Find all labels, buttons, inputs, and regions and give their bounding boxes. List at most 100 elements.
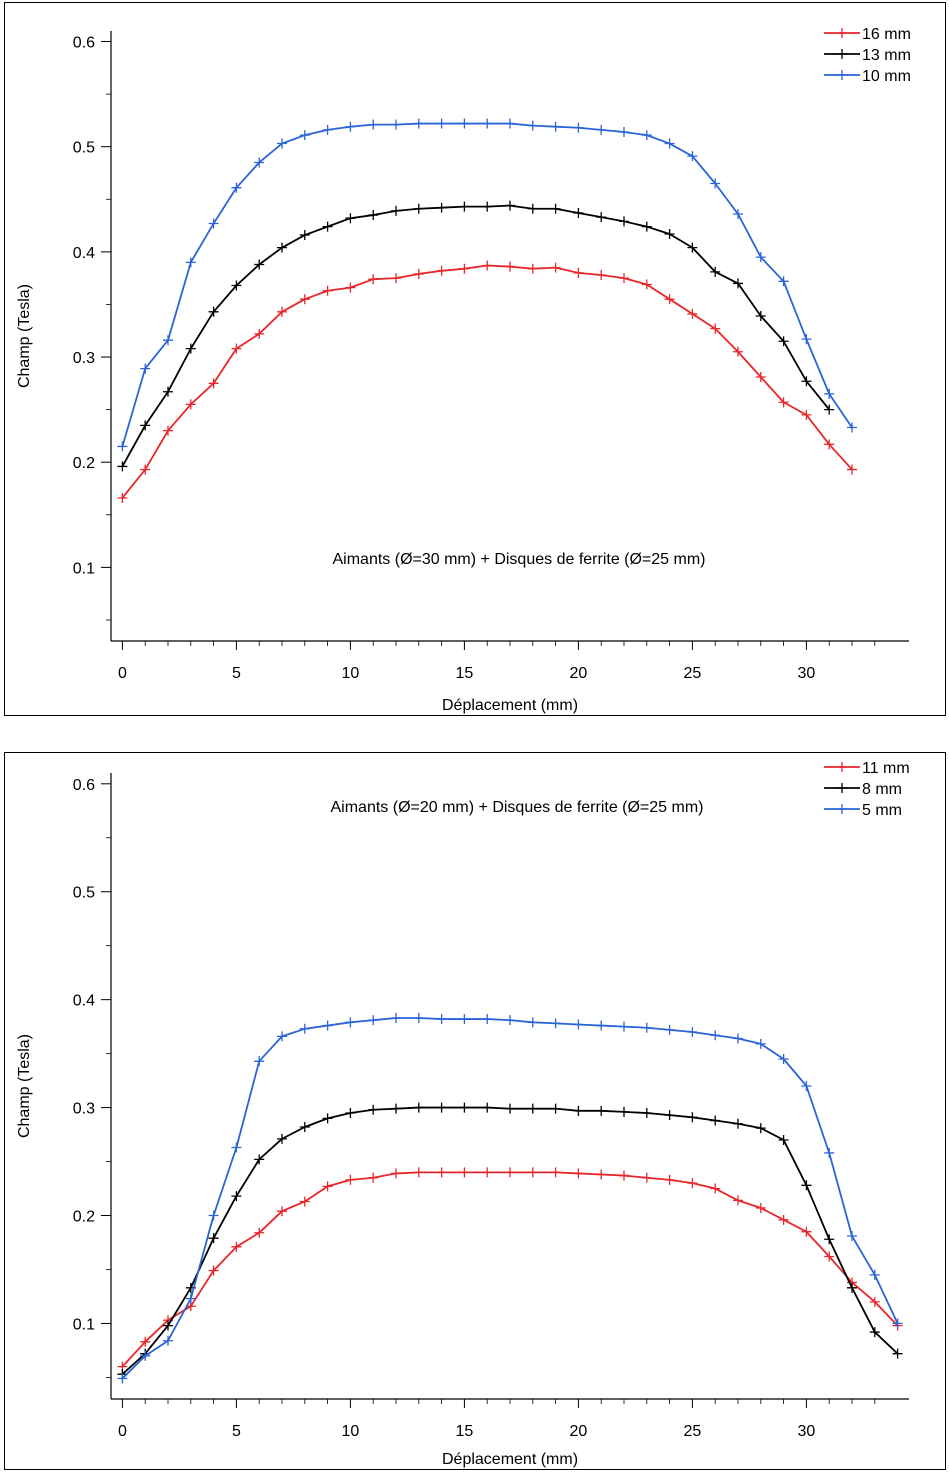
data-point: [208, 1265, 219, 1276]
x-tick-label: 25: [684, 665, 702, 682]
data-point: [254, 1227, 265, 1238]
data-point: [687, 151, 698, 162]
y-tick-label: 0.5: [73, 885, 95, 902]
data-point: [391, 1103, 401, 1114]
y-axis-label: Champ (Tesla): [16, 284, 33, 388]
data-point: [550, 1167, 561, 1178]
data-point: [459, 1102, 470, 1113]
chart-annotation: Aimants (Ø=30 mm) + Disques de ferrite (…: [333, 551, 706, 568]
data-point: [733, 1195, 743, 1206]
data-point: [322, 1181, 333, 1192]
data-point: [231, 1142, 242, 1153]
data-point: [527, 263, 538, 274]
data-point: [436, 202, 447, 213]
data-point: [778, 1214, 789, 1225]
legend-label: 13 mm: [862, 47, 911, 64]
chart-annotation: Aimants (Ø=20 mm) + Disques de ferrite (…: [331, 799, 704, 816]
data-point: [892, 1348, 903, 1359]
data-point: [641, 1022, 652, 1033]
data-point: [505, 1103, 515, 1114]
data-point: [482, 1102, 493, 1113]
data-point: [778, 1134, 789, 1145]
x-tick-label: 25: [684, 1423, 702, 1440]
data-point: [117, 441, 128, 452]
data-point: [140, 1336, 151, 1347]
data-point: [299, 1122, 310, 1133]
data-point: [368, 1104, 379, 1115]
data-point: [345, 121, 356, 132]
data-point: [413, 118, 424, 129]
data-point: [847, 464, 857, 475]
data-point: [755, 311, 766, 322]
x-tick-label: 20: [570, 665, 588, 682]
x-tick-label: 15: [456, 1423, 474, 1440]
data-point: [710, 1030, 721, 1041]
data-point: [824, 1234, 835, 1245]
data-point: [391, 119, 401, 130]
data-point: [619, 1021, 629, 1032]
legend-marker: [837, 70, 847, 80]
data-point: [322, 285, 333, 296]
data-point: [413, 268, 424, 279]
data-point: [596, 1020, 607, 1031]
legend-marker: [837, 783, 847, 793]
data-point: [413, 203, 424, 214]
data-point: [163, 1335, 173, 1346]
data-point: [527, 203, 538, 214]
data-point: [322, 1113, 333, 1124]
data-point: [140, 420, 151, 431]
data-point: [254, 328, 265, 339]
data-point: [847, 1282, 857, 1293]
data-point: [368, 1172, 379, 1183]
series-line: [121, 264, 853, 499]
data-point: [527, 120, 538, 131]
data-point: [459, 201, 470, 212]
data-point: [322, 124, 333, 135]
y-tick-label: 0.6: [73, 35, 95, 52]
chart-panel-bottom: 0 5 10 15 20 25 30 0.1 0.2 0.3 0.4 0.5 0.6 Déplacemen…: [4, 752, 946, 1470]
data-point: [277, 242, 287, 253]
legend: 16 mm 13 mm 10 mm: [824, 26, 911, 85]
data-point: [254, 1154, 265, 1165]
series-0: [117, 260, 857, 503]
data-point: [299, 294, 310, 305]
data-point: [687, 1178, 698, 1189]
data-point: [801, 1226, 812, 1237]
legend-label: 5 mm: [862, 802, 902, 819]
x-tick-label: 30: [798, 665, 816, 682]
data-point: [391, 273, 401, 284]
data-point: [231, 1191, 242, 1202]
data-point: [299, 130, 310, 141]
data-point: [664, 138, 675, 149]
data-point: [482, 260, 493, 271]
data-point: [869, 1296, 880, 1307]
chart-top: 0 5 10 15 20 25 30 0.1 0.2 0.3 0.4 0.5 0.6 Déplacemen…: [16, 26, 911, 714]
legend-label: 16 mm: [862, 26, 911, 43]
series-2: [117, 1013, 903, 1384]
data-point: [710, 266, 721, 277]
data-point: [231, 182, 242, 193]
data-point: [436, 265, 447, 276]
data-point: [505, 1015, 515, 1026]
series-line: [121, 1017, 899, 1380]
data-point: [710, 1115, 721, 1126]
data-point: [824, 388, 835, 399]
data-point: [527, 1103, 538, 1114]
data-point: [733, 278, 743, 289]
data-point: [345, 1107, 356, 1118]
data-point: [368, 119, 379, 130]
data-point: [345, 1017, 356, 1028]
data-point: [140, 363, 151, 374]
data-point: [755, 1123, 766, 1134]
data-point: [413, 1102, 424, 1113]
data-point: [573, 1105, 584, 1116]
data-point: [778, 276, 789, 287]
data-point: [368, 274, 379, 285]
data-point: [277, 138, 287, 149]
data-point: [778, 336, 789, 347]
data-point: [824, 404, 835, 415]
data-point: [459, 118, 470, 129]
y-tick-label: 0.1: [73, 1316, 95, 1333]
data-point: [824, 1251, 835, 1262]
data-point: [801, 376, 812, 387]
